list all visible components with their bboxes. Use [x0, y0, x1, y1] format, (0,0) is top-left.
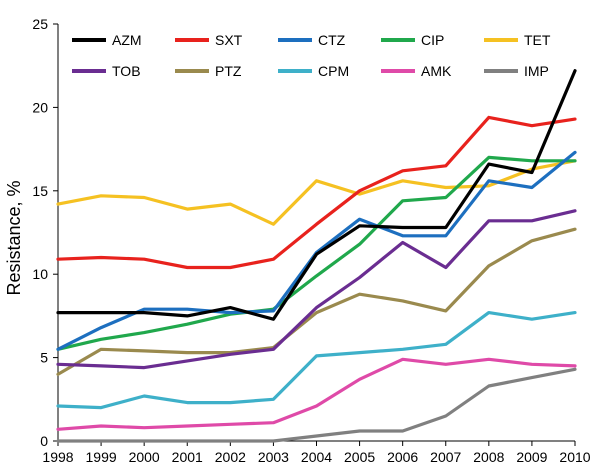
x-tick-label: 2006 — [387, 449, 418, 465]
y-tick-label: 0 — [40, 433, 48, 449]
x-tick-label: 2001 — [172, 449, 203, 465]
x-tick-label: 2002 — [215, 449, 246, 465]
x-tick-label: 2010 — [559, 449, 590, 465]
x-tick-label: 1999 — [86, 449, 117, 465]
legend-label-imp: IMP — [524, 63, 549, 79]
x-tick-label: 1998 — [42, 449, 73, 465]
axes: 0 5 10 15 20 25 1998 1999 2000 2001 2002 2003 2004 20… — [32, 16, 590, 465]
series-line-tob — [56, 209, 577, 370]
x-tick-label: 2008 — [473, 449, 504, 465]
legend-label-ptz: PTZ — [215, 63, 242, 79]
series-line-amk — [56, 357, 577, 431]
legend-label-amk: AMK — [421, 63, 452, 79]
series-line-azm — [56, 69, 577, 321]
legend-label-azm: AZM — [112, 32, 142, 48]
legend-label-cpm: CPM — [318, 63, 349, 79]
x-tick-label: 2007 — [430, 449, 461, 465]
series-lines — [56, 69, 577, 443]
series-line-cpm — [56, 311, 577, 410]
x-tick-label: 2009 — [516, 449, 547, 465]
series-line-cip — [56, 155, 577, 351]
series-line-sxt — [56, 115, 577, 270]
y-axis-title: Resistance, % — [4, 180, 24, 295]
legend-label-ctz: CTZ — [318, 32, 346, 48]
series-line-tet — [56, 159, 577, 226]
legend-label-tob: TOB — [112, 63, 141, 79]
legend-label-cip: CIP — [421, 32, 444, 48]
x-tick-label: 2005 — [344, 449, 375, 465]
legend: AZM SXT CTZ CIP TET TOB PTZ CPM AMK IMP — [72, 32, 551, 79]
y-tick-label: 20 — [32, 99, 48, 115]
x-tick-label: 2004 — [301, 449, 332, 465]
x-tick-label: 2003 — [258, 449, 289, 465]
y-tick-label: 15 — [32, 183, 48, 199]
legend-label-tet: TET — [524, 32, 551, 48]
series-line-imp — [56, 367, 577, 443]
series-line-ptz — [56, 227, 577, 376]
x-tick-label: 2000 — [129, 449, 160, 465]
y-tick-label: 25 — [32, 16, 48, 32]
y-tick-label: 10 — [32, 266, 48, 282]
legend-label-sxt: SXT — [215, 32, 243, 48]
y-tick-label: 5 — [40, 350, 48, 366]
